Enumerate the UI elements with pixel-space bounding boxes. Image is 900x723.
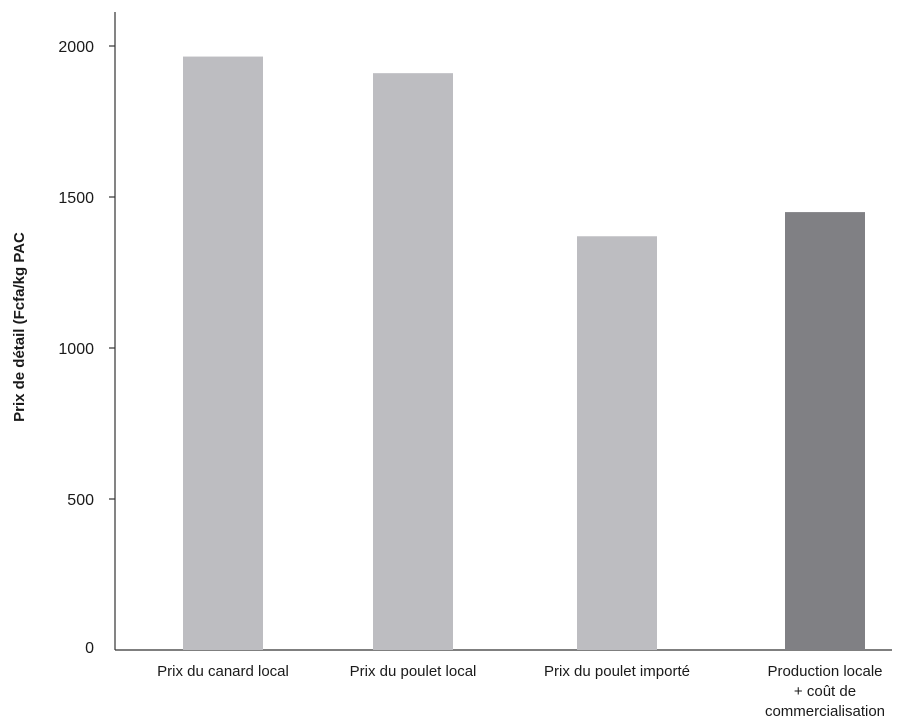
y-tick-label: 2000 <box>58 39 94 56</box>
y-axis-title: Prix de détail (Fcfa/kg PAC <box>11 232 28 422</box>
bar <box>373 73 453 651</box>
bar <box>183 56 263 650</box>
y-tick-label: 1500 <box>58 190 94 207</box>
x-labels: Prix du canard local Prix du poulet local… <box>157 663 885 720</box>
x-category-label-line: Prix du canard local <box>157 663 289 680</box>
x-category-label-line: Production locale <box>767 663 882 680</box>
bar <box>785 212 865 650</box>
x-category-label-line: commercialisation <box>765 703 885 720</box>
y-ticks: 0 500 1000 1500 2000 <box>58 39 115 657</box>
y-axis-title-group: Prix de détail (Fcfa/kg PAC <box>11 232 28 422</box>
x-category-label-line: Prix du poulet importé <box>544 663 690 680</box>
x-category-label: Production locale + coût de commercialisat… <box>765 663 885 720</box>
x-category-label: Prix du poulet importé <box>544 663 690 680</box>
x-category-label-line: + coût de <box>794 683 856 700</box>
x-category-label-line: Prix du poulet local <box>350 663 477 680</box>
x-category-label: Prix du canard local <box>157 663 289 680</box>
x-category-label: Prix du poulet local <box>350 663 477 680</box>
y-tick-label: 500 <box>67 492 94 509</box>
bar <box>577 236 657 650</box>
bars <box>183 56 865 651</box>
y-tick-label: 1000 <box>58 341 94 358</box>
y-tick-label: 0 <box>85 640 94 657</box>
